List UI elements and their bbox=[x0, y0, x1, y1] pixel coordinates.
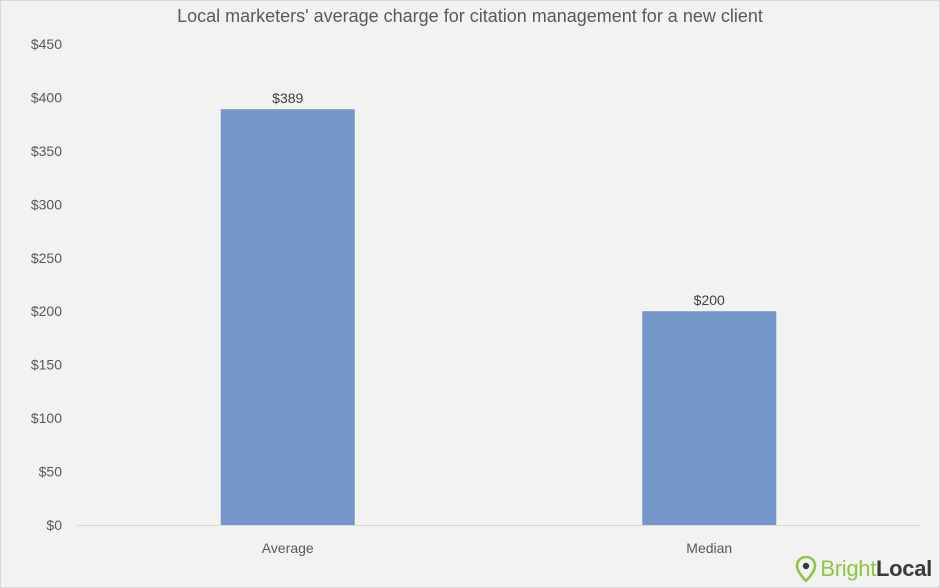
brand-name-part1: Bright bbox=[820, 556, 877, 581]
y-tick-label: $150 bbox=[31, 357, 62, 373]
y-tick-label: $350 bbox=[31, 143, 62, 159]
x-tick-label-average: Average bbox=[262, 540, 314, 556]
x-axis: Average Median bbox=[262, 540, 732, 556]
y-axis: $0 $50 $100 $150 $200 $250 $300 $350 $400 $450 bbox=[31, 36, 62, 533]
chart-title: Local marketers' average charge for cita… bbox=[177, 6, 763, 26]
bars bbox=[220, 109, 777, 526]
data-label-median: $200 bbox=[694, 292, 725, 308]
y-tick-label: $100 bbox=[31, 410, 62, 426]
y-tick-label: $400 bbox=[31, 89, 62, 105]
bar-median bbox=[642, 311, 777, 525]
y-tick-label: $300 bbox=[31, 196, 62, 212]
y-tick-label: $50 bbox=[39, 464, 63, 480]
brightlocal-logo: Bright Local bbox=[795, 556, 932, 582]
x-tick-label-median: Median bbox=[686, 540, 732, 556]
y-tick-label: $200 bbox=[31, 303, 62, 319]
data-label-average: $389 bbox=[272, 90, 303, 106]
y-tick-label: $0 bbox=[46, 517, 62, 533]
y-tick-label: $450 bbox=[31, 36, 62, 52]
y-tick-label: $250 bbox=[31, 250, 62, 266]
brand-name-part2: Local bbox=[876, 556, 932, 581]
map-pin-icon bbox=[796, 556, 817, 582]
data-labels: $389 $200 bbox=[272, 90, 725, 308]
bar-average bbox=[220, 109, 355, 526]
